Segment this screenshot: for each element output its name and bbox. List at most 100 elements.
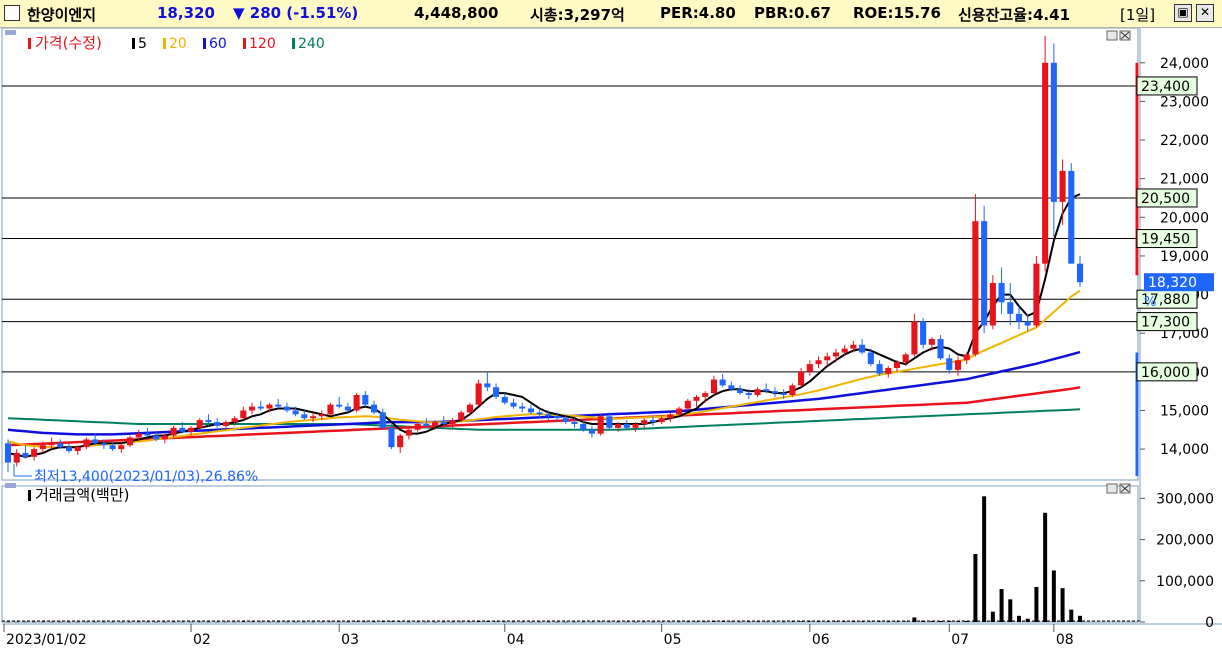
candle-body[interactable] (676, 408, 683, 415)
volume-bar[interactable] (807, 621, 812, 623)
candle-body[interactable] (440, 422, 447, 424)
volume-bar[interactable] (738, 621, 743, 623)
candle-body[interactable] (118, 445, 125, 450)
volume-bar[interactable] (572, 621, 577, 623)
volume-bar[interactable] (868, 621, 873, 623)
candle-body[interactable] (684, 400, 691, 409)
volume-bar[interactable] (406, 621, 411, 623)
candle-body[interactable] (902, 354, 909, 363)
volume-bar[interactable] (398, 621, 403, 623)
candle-body[interactable] (179, 427, 186, 432)
volume-bar[interactable] (180, 621, 185, 623)
candle-body[interactable] (867, 352, 874, 365)
candle-body[interactable] (144, 433, 151, 436)
volume-bar[interactable] (241, 621, 246, 623)
candle-body[interactable] (632, 423, 639, 428)
candle-body[interactable] (928, 338, 935, 345)
volume-bar[interactable] (23, 621, 28, 623)
volume-bar[interactable] (389, 621, 394, 622)
candle-body[interactable] (519, 406, 526, 409)
volume-bar[interactable] (677, 621, 682, 623)
volume-bar[interactable] (14, 621, 19, 623)
volume-bar[interactable] (380, 621, 385, 623)
candle-body[interactable] (388, 427, 395, 448)
candle-body[interactable] (344, 406, 351, 411)
candle-body[interactable] (31, 449, 38, 457)
volume-bar[interactable] (58, 621, 63, 623)
candle-body[interactable] (13, 452, 20, 463)
candle-body[interactable] (667, 414, 674, 419)
volume-bar[interactable] (851, 621, 856, 623)
candle-body[interactable] (135, 433, 142, 438)
candle-body[interactable] (231, 418, 238, 423)
volume-bar[interactable] (886, 621, 891, 623)
candle-body[interactable] (423, 423, 430, 426)
candle-body[interactable] (710, 379, 718, 394)
candle-body[interactable] (641, 420, 648, 424)
candle-body[interactable] (432, 422, 439, 426)
volume-panel-menu-icon[interactable] (5, 483, 16, 488)
candle-body[interactable] (571, 422, 578, 424)
candle-body[interactable] (48, 443, 55, 446)
candle-body[interactable] (318, 414, 325, 417)
candle-body[interactable] (484, 383, 491, 388)
volume-bar[interactable] (581, 621, 586, 623)
volume-bar[interactable] (1069, 609, 1074, 622)
volume-bar[interactable] (319, 621, 324, 623)
volume-bar[interactable] (894, 621, 899, 623)
candle-body[interactable] (170, 427, 177, 436)
volume-bar[interactable] (833, 621, 838, 623)
volume-bar[interactable] (729, 621, 734, 623)
volume-bar[interactable] (598, 621, 603, 623)
candle-body[interactable] (754, 389, 761, 396)
volume-bar[interactable] (999, 589, 1004, 622)
volume-bar[interactable] (772, 621, 777, 623)
volume-bar[interactable] (476, 621, 481, 622)
volume-bar[interactable] (345, 621, 350, 623)
price-panel-menu-icon[interactable] (5, 30, 16, 35)
candle-body[interactable] (57, 443, 64, 448)
candle-body[interactable] (815, 360, 822, 365)
volume-bar[interactable] (250, 621, 255, 623)
volume-bar[interactable] (990, 611, 995, 622)
candle-body[interactable] (615, 423, 622, 428)
volume-bar[interactable] (162, 621, 167, 623)
candle-body[interactable] (876, 364, 883, 374)
volume-bar[interactable] (128, 621, 133, 623)
volume-bar[interactable] (1025, 618, 1030, 622)
volume-bar[interactable] (84, 621, 89, 623)
volume-bar[interactable] (563, 621, 568, 623)
volume-bar[interactable] (982, 496, 987, 622)
candle-body[interactable] (327, 404, 334, 415)
candle-body[interactable] (458, 412, 465, 421)
candle-body[interactable] (780, 393, 787, 396)
candle-body[interactable] (214, 422, 221, 426)
volume-bar[interactable] (372, 621, 377, 623)
volume-bar[interactable] (903, 621, 908, 623)
candle-body[interactable] (196, 420, 203, 428)
candle-body[interactable] (972, 221, 979, 355)
candle-body[interactable] (275, 404, 282, 407)
candle-body[interactable] (397, 435, 404, 448)
volume-bar[interactable] (171, 621, 176, 623)
volume-bar[interactable] (311, 621, 316, 623)
volume-bar[interactable] (964, 620, 969, 622)
price-maximize-icon[interactable] (1106, 30, 1118, 41)
volume-bar[interactable] (110, 621, 115, 623)
volume-bar[interactable] (441, 621, 446, 623)
candle-body[interactable] (981, 221, 988, 326)
volume-bar[interactable] (720, 621, 725, 623)
candle-body[interactable] (1033, 263, 1040, 326)
candle-body[interactable] (658, 418, 665, 423)
candle-body[interactable] (763, 389, 770, 392)
volume-bar[interactable] (32, 621, 37, 623)
candle-body[interactable] (597, 416, 604, 434)
volume-bar[interactable] (1016, 615, 1021, 622)
candle-body[interactable] (257, 406, 264, 409)
candle-body[interactable] (475, 383, 482, 405)
candle-body[interactable] (728, 385, 735, 390)
volume-bar[interactable] (6, 621, 10, 623)
volume-bar[interactable] (136, 621, 141, 623)
volume-bar[interactable] (223, 621, 228, 623)
volume-bar[interactable] (258, 621, 263, 623)
